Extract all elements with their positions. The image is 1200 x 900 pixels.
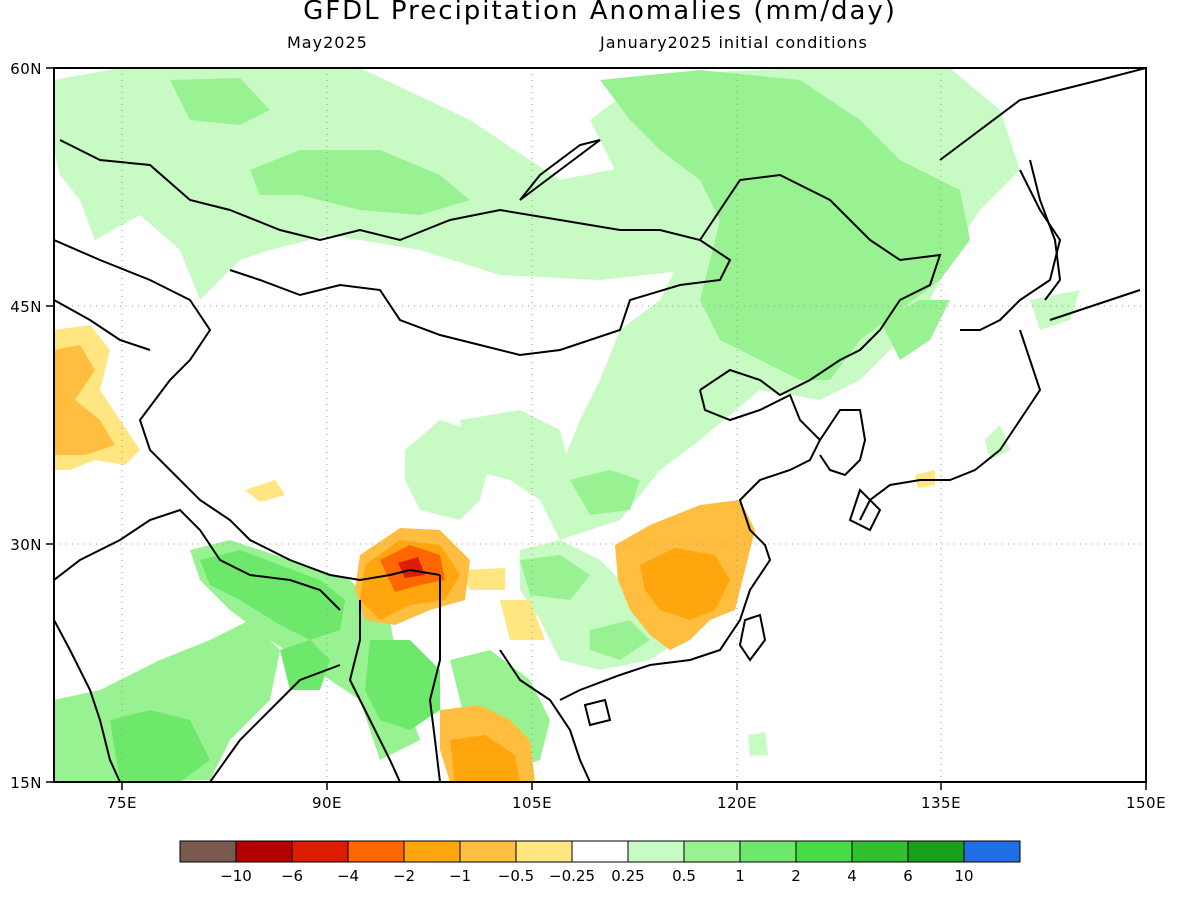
north-china-wet [880,300,950,360]
colorbar-swatch [739,840,797,863]
lon-axis: 75E 90E 105E 120E 135E 150E [107,782,1166,812]
lat-tick-label: 60N [10,60,42,78]
yangtze-wet [570,470,640,515]
colorbar-swatch [795,840,853,863]
lat-tick-label: 45N [10,298,42,316]
northeast-china-wet [600,70,970,380]
colorbar-swatch [515,840,573,863]
colorbar-swatch [291,840,349,863]
guangdong-wet [590,620,650,660]
colorbar-label: 0.25 [611,867,644,885]
siberia-wet [170,78,270,125]
lon-tick-label: 120E [717,794,757,812]
colorbar-label: −1 [449,867,471,885]
colorbar-label: 4 [847,867,857,885]
taiwan-wet [748,732,768,756]
japan-wet [985,425,1010,460]
lon-tick-label: 150E [1126,794,1166,812]
colorbar-legend: −10 −6 −4 −2 −1 −0.5 −0.25 0.25 0.5 1 2 4 6 10 [179,840,1021,885]
border-himalaya [169,469,441,582]
kyrgyzstan-dry-core [54,345,115,455]
colorbar-swatch [627,840,685,863]
kyushu [848,488,882,532]
myanmar-wet [365,640,440,730]
colorbar-swatch [235,840,293,863]
himalaya-wet [200,550,345,640]
map-title: GFDL Precipitation Anomalies (mm/day) [303,0,897,26]
colorbar-swatch [907,840,965,863]
sichuan-dry [460,568,505,590]
thailand-dry-core [450,735,520,782]
gridlines [54,68,1146,782]
japan-hokkaido [1049,289,1141,321]
colorbar-label: −4 [337,867,359,885]
guangxi-wet [520,555,590,600]
colorbar-label: −0.5 [498,867,534,885]
lat-tick-label: 30N [10,536,42,554]
lon-tick-label: 105E [512,794,552,812]
colorbar-label: 2 [791,867,801,885]
colorbar-swatch [179,840,237,863]
jiangxi-dry-core [640,548,730,620]
korea-peninsula [819,409,867,477]
border-central-asia [54,239,212,471]
colorbar-swatch [571,840,629,863]
tibet-dry-patch [245,480,285,502]
forecast-month: May2025 [287,33,368,52]
colorbar-label: −6 [281,867,303,885]
sakhalin [1029,159,1062,301]
border-southeast-asia [348,575,591,782]
colorbar-label: −0.25 [549,867,595,885]
coast-north-china [559,389,822,701]
colorbar-swatch [851,840,909,863]
taiwan [738,613,767,662]
colorbar-label: −2 [393,867,415,885]
lon-tick-label: 90E [312,794,342,812]
mongolia-belt-wet [250,150,470,215]
lon-tick-label: 75E [107,794,137,812]
lat-tick-label: 15N [10,774,42,792]
colorbar-label: 6 [903,867,913,885]
hainan [583,698,612,727]
japan-honshu [859,329,1042,521]
colorbar-swatch [963,840,1021,863]
yunnan-dry-peak [398,557,425,578]
border-russia [59,139,942,397]
colorbar-label: 10 [954,867,973,885]
lake-baikal [519,139,601,201]
lon-tick-label: 135E [921,794,961,812]
central-china-wet [460,410,570,500]
plot-frame [53,67,1147,783]
colorbar-swatch [403,840,461,863]
border-china-mongolia [229,208,732,357]
colorbar-swatch [347,840,405,863]
lat-axis: 60N 45N 30N 15N [10,60,54,792]
coastlines-and-borders [54,68,1146,782]
colorbar-label: 1 [735,867,745,885]
india-core-wet [110,710,210,782]
india-wet [54,620,280,782]
colorbar-swatch [459,840,517,863]
colorbar-swatch [683,840,741,863]
initial-conditions: January2025 initial conditions [600,33,868,52]
yunnan-dry-2 [500,600,545,640]
coast-siberia-east [939,68,1146,331]
india-coast [54,508,341,782]
colorbar-label: −10 [220,867,252,885]
colorbar-label: 0.5 [672,867,696,885]
korea-wet [1030,290,1080,330]
bengal-wet [280,640,330,690]
anomaly-shading [54,68,1080,782]
